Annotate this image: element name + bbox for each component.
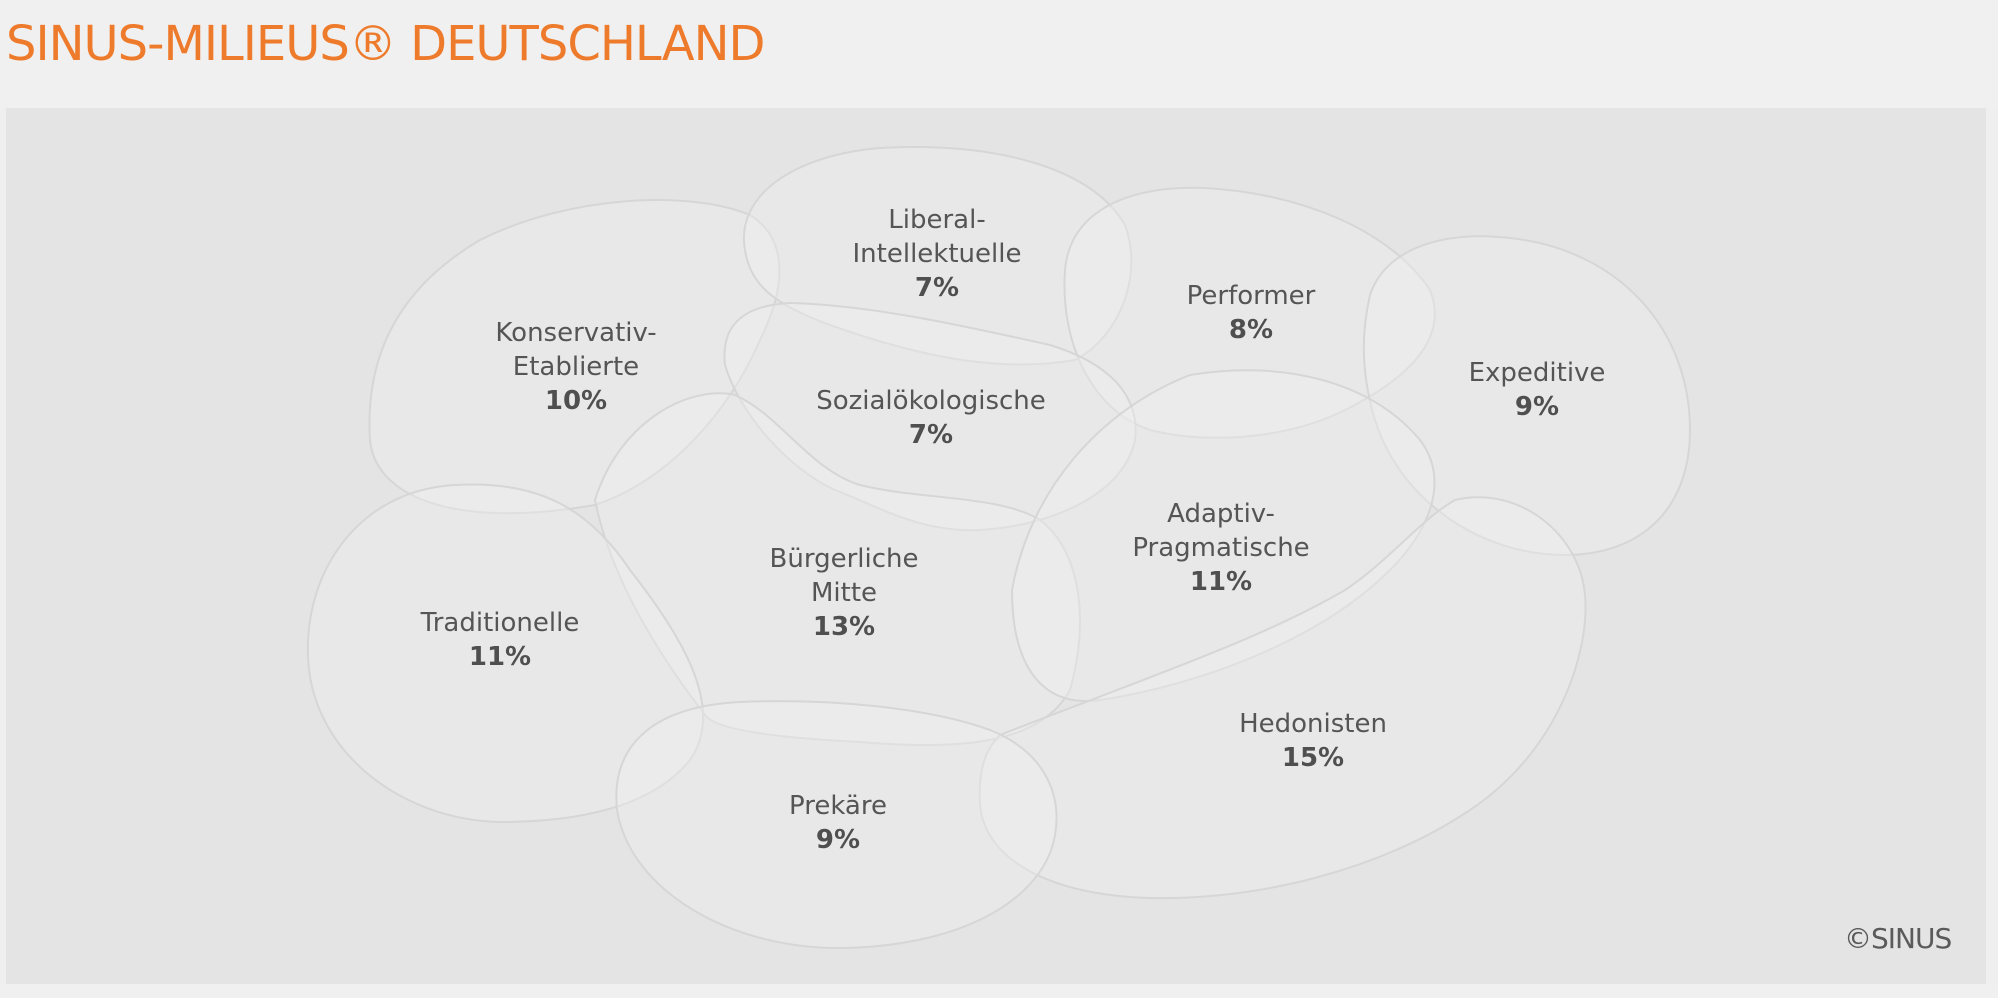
milieu-label-performer: Performer 8%	[1187, 281, 1316, 345]
milieu-name: Liberal-	[888, 205, 985, 235]
milieu-name: Adaptiv-	[1167, 499, 1275, 529]
milieu-share: 15%	[1282, 743, 1344, 773]
shape-buergerliche-mitte	[593, 392, 1081, 746]
milieu-label-liberal-intellektuelle: Liberal- Intellektuelle 7%	[853, 205, 1022, 303]
milieu-label-expeditive: Expeditive 9%	[1469, 358, 1606, 422]
milieu-name: Performer	[1187, 281, 1316, 311]
milieu-label-prekaere: Prekäre 9%	[789, 791, 887, 855]
milieu-name: Konservativ-	[495, 318, 656, 348]
milieu-name: Etablierte	[513, 352, 639, 382]
shape-konservativ-etablierte	[368, 199, 781, 515]
milieu-label-buergerliche-mitte: Bürgerliche Mitte 13%	[770, 544, 919, 642]
milieu-share: 13%	[813, 612, 875, 642]
milieu-name: Prekäre	[789, 791, 887, 821]
page-header: SINUS-MILIEUS® DEUTSCHLAND	[0, 0, 1998, 108]
milieu-name: Pragmatische	[1132, 533, 1309, 563]
milieu-label-konservativ-etablierte: Konservativ- Etablierte 10%	[495, 318, 656, 416]
diagram-panel	[6, 108, 1986, 984]
milieu-labels: Konservativ- Etablierte 10% Liberal- Intelle…	[420, 205, 1606, 855]
page-title: SINUS-MILIEUS® DEUTSCHLAND	[6, 16, 765, 72]
milieu-share: 8%	[1229, 315, 1273, 345]
shape-expeditive	[1362, 235, 1692, 557]
copyright-notice: ©SINUS	[1844, 922, 1952, 955]
milieu-name: Expeditive	[1469, 358, 1606, 388]
milieu-share: 10%	[545, 386, 607, 416]
shape-performer	[1063, 186, 1436, 439]
milieu-name: Hedonisten	[1239, 709, 1387, 739]
shape-adaptiv-pragmatische	[1010, 369, 1436, 703]
milieu-name: Sozialökologische	[816, 386, 1046, 416]
milieu-label-traditionelle: Traditionelle 11%	[420, 608, 580, 672]
milieu-share: 7%	[909, 420, 953, 450]
milieu-label-adaptiv-pragmatische: Adaptiv- Pragmatische 11%	[1132, 499, 1309, 597]
milieu-share: 9%	[1515, 392, 1559, 422]
milieu-share: 11%	[469, 642, 531, 672]
milieu-label-sozialoekologische: Sozialökologische 7%	[816, 386, 1046, 450]
shape-sozialoekologische	[723, 301, 1137, 532]
milieu-shapes	[306, 146, 1692, 950]
bottom-strip	[0, 984, 1998, 998]
shape-traditionelle	[306, 483, 705, 824]
shape-liberal-intellektuelle	[742, 146, 1133, 366]
milieu-name: Bürgerliche	[770, 544, 919, 574]
milieu-name: Traditionelle	[420, 608, 580, 638]
milieu-share: 7%	[915, 273, 959, 303]
milieu-label-hedonisten: Hedonisten 15%	[1239, 709, 1387, 773]
milieu-name: Intellektuelle	[853, 239, 1022, 269]
shape-prekaere	[615, 700, 1058, 950]
shape-hedonisten	[978, 496, 1587, 900]
milieu-share: 11%	[1190, 567, 1252, 597]
milieu-share: 9%	[816, 825, 860, 855]
milieu-name: Mitte	[811, 578, 877, 608]
